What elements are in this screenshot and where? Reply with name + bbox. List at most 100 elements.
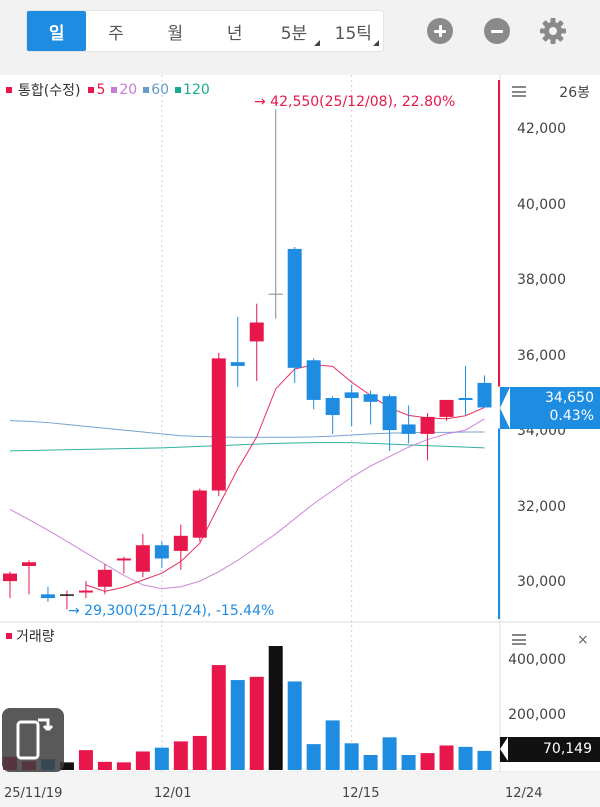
low-price-annotation: → 29,300(25/11/24), -15.44% — [68, 603, 275, 619]
volume-bar — [116, 762, 131, 770]
volume-bar — [78, 750, 93, 770]
rotate-screen-button[interactable] — [2, 708, 64, 772]
candle-body — [287, 248, 302, 368]
tab-period-5[interactable]: 15틱 — [324, 11, 383, 51]
tab-label: 년 — [226, 23, 243, 44]
volume-legend-label: 거래량 — [16, 629, 55, 645]
tab-period-2[interactable]: 월 — [146, 11, 205, 51]
plus-circle-icon — [434, 25, 446, 37]
volume-bar — [287, 681, 302, 770]
candle-body — [401, 424, 416, 434]
volume-bar — [363, 755, 378, 770]
volume-bar — [401, 755, 416, 770]
volume-bar — [59, 762, 74, 770]
current-volume: 70,149 — [543, 741, 592, 757]
legend-label: 60 — [151, 82, 170, 98]
candle-body — [135, 545, 150, 572]
current-price-tag: 34,650 0.43% — [500, 387, 600, 429]
volume-legend: 거래량 — [6, 626, 55, 646]
candle-body — [21, 562, 36, 567]
tab-period-4[interactable]: 5분 — [264, 11, 323, 51]
candle-body — [154, 545, 169, 559]
volume-bar — [97, 761, 112, 770]
legend-swatch — [175, 87, 182, 93]
x-axis-background — [0, 772, 600, 807]
current-price: 34,650 — [545, 390, 594, 406]
volume-bar — [325, 720, 340, 770]
price-tick-label: 42,000 — [517, 121, 566, 137]
legend-label: 20 — [119, 82, 138, 98]
tab-period-3[interactable]: 년 — [205, 11, 264, 51]
volume-bar — [230, 680, 245, 770]
chart-legend: 통합(수정) 5 20 60 120 — [6, 80, 210, 100]
candle-body — [78, 590, 93, 593]
legend-swatch — [111, 87, 118, 93]
volume-bar — [135, 751, 150, 770]
candle-body — [40, 594, 55, 599]
price-tick-label: 32,000 — [517, 498, 566, 515]
volume-bar — [420, 753, 435, 770]
volume-bar — [458, 746, 473, 770]
legend-main-label: 통합(수정) — [18, 83, 81, 99]
volume-bar — [382, 737, 397, 770]
date-axis-label: 25/11/19 — [4, 786, 63, 801]
rotate-screen-icon — [16, 718, 54, 760]
tab-label: 월 — [167, 23, 184, 44]
candle-body — [97, 569, 112, 587]
candle-body — [211, 358, 226, 491]
volume-bar — [173, 741, 188, 770]
tab-label: 15틱 — [334, 23, 372, 44]
price-tick-label: 30,000 — [517, 574, 566, 590]
zoom-in-button[interactable] — [427, 18, 453, 44]
date-axis-label: 12/24 — [505, 786, 543, 801]
candle-body — [382, 396, 397, 431]
tab-period-1[interactable]: 주 — [86, 11, 145, 51]
legend-label: 120 — [183, 82, 210, 98]
legend-item-ma60: 60 — [143, 82, 169, 98]
gear-icon[interactable] — [538, 16, 568, 46]
top-toolbar: 일 주 월 년 5분 15틱 — [0, 0, 600, 75]
volume-bar — [211, 665, 226, 770]
close-volume-panel-icon[interactable]: × — [577, 632, 589, 648]
volume-bar — [268, 646, 283, 770]
dropdown-corner-icon — [372, 40, 379, 46]
current-change: 0.43% — [549, 408, 594, 424]
candle-body — [439, 399, 454, 417]
candle-body — [192, 490, 207, 538]
current-volume-tag: 70,149 — [500, 737, 600, 762]
legend-item-ma5: 5 — [88, 82, 105, 98]
volume-bar — [249, 676, 264, 770]
ma20-line — [9, 418, 485, 590]
minus-circle-icon — [491, 25, 503, 37]
candle-count-label: 26봉 — [559, 85, 590, 101]
legend-main-swatch — [6, 87, 12, 93]
zoom-out-button[interactable] — [484, 18, 510, 44]
legend-swatch — [88, 87, 95, 93]
price-tick-label: 40,000 — [517, 196, 566, 213]
volume-bar — [439, 745, 454, 770]
volume-bar — [477, 750, 492, 770]
date-axis-label: 12/01 — [154, 786, 192, 801]
candle-body — [3, 573, 17, 582]
candle-body — [306, 360, 321, 400]
candle-body — [363, 394, 378, 402]
legend-label: 5 — [96, 82, 106, 98]
legend-swatch — [143, 87, 150, 93]
tab-label: 일 — [48, 23, 65, 44]
volume-bar — [192, 735, 207, 770]
candle-body — [325, 398, 340, 416]
candle-body — [249, 322, 264, 342]
period-tabs: 일 주 월 년 5분 15틱 — [26, 10, 384, 52]
candle-body — [477, 382, 492, 408]
tab-period-0[interactable]: 일 — [27, 11, 87, 51]
candle-body — [173, 535, 188, 551]
price-panel-menu-icon[interactable] — [512, 86, 526, 97]
volume-tick-label: 400,000 — [508, 652, 566, 668]
volume-bar — [344, 743, 359, 770]
ma120-line — [9, 442, 485, 452]
dropdown-corner-icon — [313, 40, 320, 46]
volume-panel-menu-icon[interactable] — [512, 634, 526, 645]
date-axis-label: 12/15 — [342, 786, 380, 801]
price-tick-label: 36,000 — [517, 347, 566, 364]
